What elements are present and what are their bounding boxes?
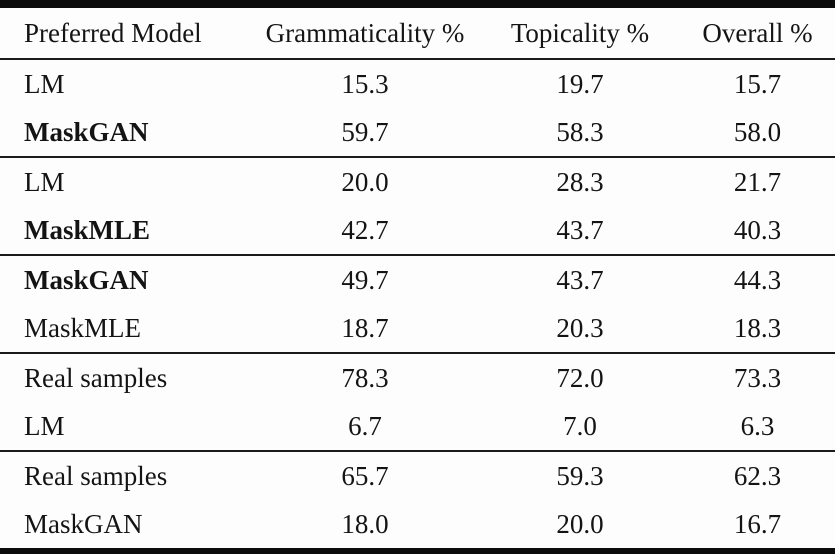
value-cell: 43.7	[556, 264, 604, 295]
value-cell: 20.0	[556, 508, 604, 539]
value-cell: 7.0	[563, 410, 597, 441]
value-cell: 18.3	[733, 312, 782, 343]
model-cell: LM	[24, 410, 65, 441]
model-cell: MaskGAN	[24, 264, 149, 295]
value-cell: 20.3	[556, 312, 604, 343]
table-row: LM 20.0 28.3 21.7	[0, 157, 835, 206]
table-row: MaskGAN 59.7 58.3 58.0	[0, 108, 835, 157]
group-real-vs-lm: Real samples 78.3 72.0 73.3 LM 6.7 7.0 6…	[0, 353, 835, 451]
table-row: MaskGAN 18.0 20.0 16.7	[0, 500, 835, 551]
value-cell: 58.3	[556, 116, 604, 147]
value-cell: 6.3	[740, 410, 775, 441]
value-cell: 15.3	[341, 68, 389, 99]
group-real-vs-maskgan: Real samples 65.7 59.3 62.3 MaskGAN 18.0…	[0, 451, 835, 551]
value-cell: 28.3	[556, 166, 604, 197]
column-header-grammaticality: Grammaticality %	[265, 17, 465, 48]
value-cell: 65.7	[341, 460, 389, 491]
model-cell: LM	[24, 166, 65, 197]
value-cell: 44.3	[733, 264, 782, 295]
model-cell: MaskGAN	[24, 116, 149, 147]
table-row: LM 6.7 7.0 6.3	[0, 402, 835, 451]
value-cell: 42.7	[341, 214, 389, 245]
column-header-preferred-model: Preferred Model	[24, 17, 202, 48]
group-lm-vs-maskgan: LM 15.3 19.7 15.7 MaskGAN 59.7 58.3 58.0	[0, 59, 835, 157]
value-cell: 72.0	[556, 362, 604, 393]
table-row: LM 15.3 19.7 15.7	[0, 59, 835, 108]
table-row: MaskMLE 18.7 20.3 18.3	[0, 304, 835, 353]
table-row: MaskGAN 49.7 43.7 44.3	[0, 255, 835, 304]
value-cell: 59.3	[556, 460, 604, 491]
table-row: MaskMLE 42.7 43.7 40.3	[0, 206, 835, 255]
value-cell: 21.7	[733, 166, 782, 197]
value-cell: 40.3	[733, 214, 782, 245]
value-cell: 59.7	[341, 116, 389, 147]
value-cell: 18.0	[341, 508, 389, 539]
model-cell: Real samples	[24, 460, 168, 491]
value-cell: 58.0	[733, 116, 782, 147]
column-header-topicality: Topicality %	[510, 17, 650, 48]
value-cell: 78.3	[341, 362, 389, 393]
column-header-overall: Overall %	[702, 17, 813, 48]
header-row: Preferred Model Grammaticality % Topical…	[0, 4, 835, 59]
model-cell: LM	[24, 68, 65, 99]
value-cell: 20.0	[341, 166, 389, 197]
table-row: Real samples 78.3 72.0 73.3	[0, 353, 835, 402]
table-row: Real samples 65.7 59.3 62.3	[0, 451, 835, 500]
group-lm-vs-maskmle: LM 20.0 28.3 21.7 MaskMLE 42.7 43.7 40.3	[0, 157, 835, 255]
table-header: Preferred Model Grammaticality % Topical…	[0, 4, 835, 59]
value-cell: 18.7	[341, 312, 389, 343]
model-cell: MaskMLE	[24, 214, 151, 245]
value-cell: 19.7	[556, 68, 604, 99]
model-cell: MaskGAN	[24, 508, 143, 539]
value-cell: 49.7	[341, 264, 389, 295]
value-cell: 62.3	[733, 460, 782, 491]
value-cell: 73.3	[733, 362, 782, 393]
value-cell: 15.7	[733, 68, 782, 99]
value-cell: 43.7	[556, 214, 604, 245]
model-cell: MaskMLE	[24, 312, 141, 343]
value-cell: 16.7	[733, 508, 782, 539]
model-cell: Real samples	[24, 362, 168, 393]
value-cell: 6.7	[348, 410, 382, 441]
group-maskgan-vs-maskmle: MaskGAN 49.7 43.7 44.3 MaskMLE 18.7 20.3…	[0, 255, 835, 353]
